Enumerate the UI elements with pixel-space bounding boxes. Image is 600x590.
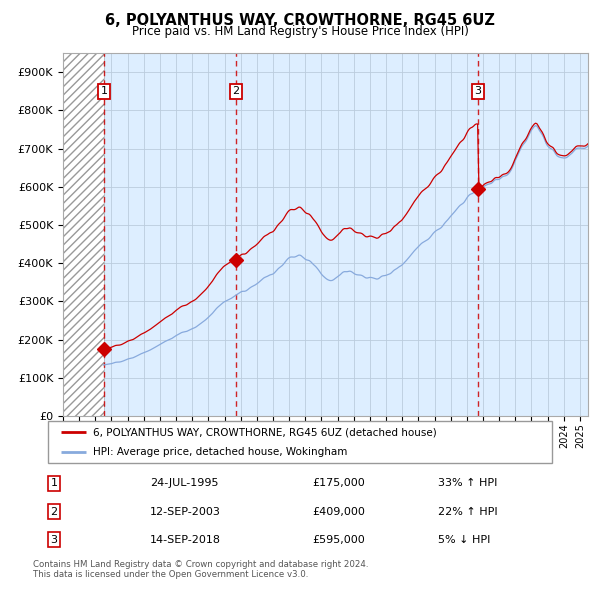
Text: 5% ↓ HPI: 5% ↓ HPI bbox=[438, 535, 490, 545]
Text: 22% ↑ HPI: 22% ↑ HPI bbox=[438, 507, 497, 516]
Text: Price paid vs. HM Land Registry's House Price Index (HPI): Price paid vs. HM Land Registry's House … bbox=[131, 25, 469, 38]
Bar bbox=[63, 53, 104, 416]
Text: 1: 1 bbox=[101, 86, 107, 96]
Text: £595,000: £595,000 bbox=[312, 535, 365, 545]
Text: 3: 3 bbox=[475, 86, 482, 96]
Text: Contains HM Land Registry data © Crown copyright and database right 2024.
This d: Contains HM Land Registry data © Crown c… bbox=[33, 560, 368, 579]
Text: 33% ↑ HPI: 33% ↑ HPI bbox=[438, 478, 497, 488]
Text: £409,000: £409,000 bbox=[312, 507, 365, 516]
Text: 2: 2 bbox=[50, 507, 58, 516]
Text: 6, POLYANTHUS WAY, CROWTHORNE, RG45 6UZ: 6, POLYANTHUS WAY, CROWTHORNE, RG45 6UZ bbox=[105, 13, 495, 28]
Text: 14-SEP-2018: 14-SEP-2018 bbox=[150, 535, 221, 545]
Text: 3: 3 bbox=[50, 535, 58, 545]
Text: 6, POLYANTHUS WAY, CROWTHORNE, RG45 6UZ (detached house): 6, POLYANTHUS WAY, CROWTHORNE, RG45 6UZ … bbox=[94, 427, 437, 437]
Text: 12-SEP-2003: 12-SEP-2003 bbox=[150, 507, 221, 516]
Text: 1: 1 bbox=[50, 478, 58, 488]
Text: HPI: Average price, detached house, Wokingham: HPI: Average price, detached house, Woki… bbox=[94, 447, 348, 457]
Text: 24-JUL-1995: 24-JUL-1995 bbox=[150, 478, 218, 488]
Text: 2: 2 bbox=[232, 86, 239, 96]
Text: £175,000: £175,000 bbox=[312, 478, 365, 488]
